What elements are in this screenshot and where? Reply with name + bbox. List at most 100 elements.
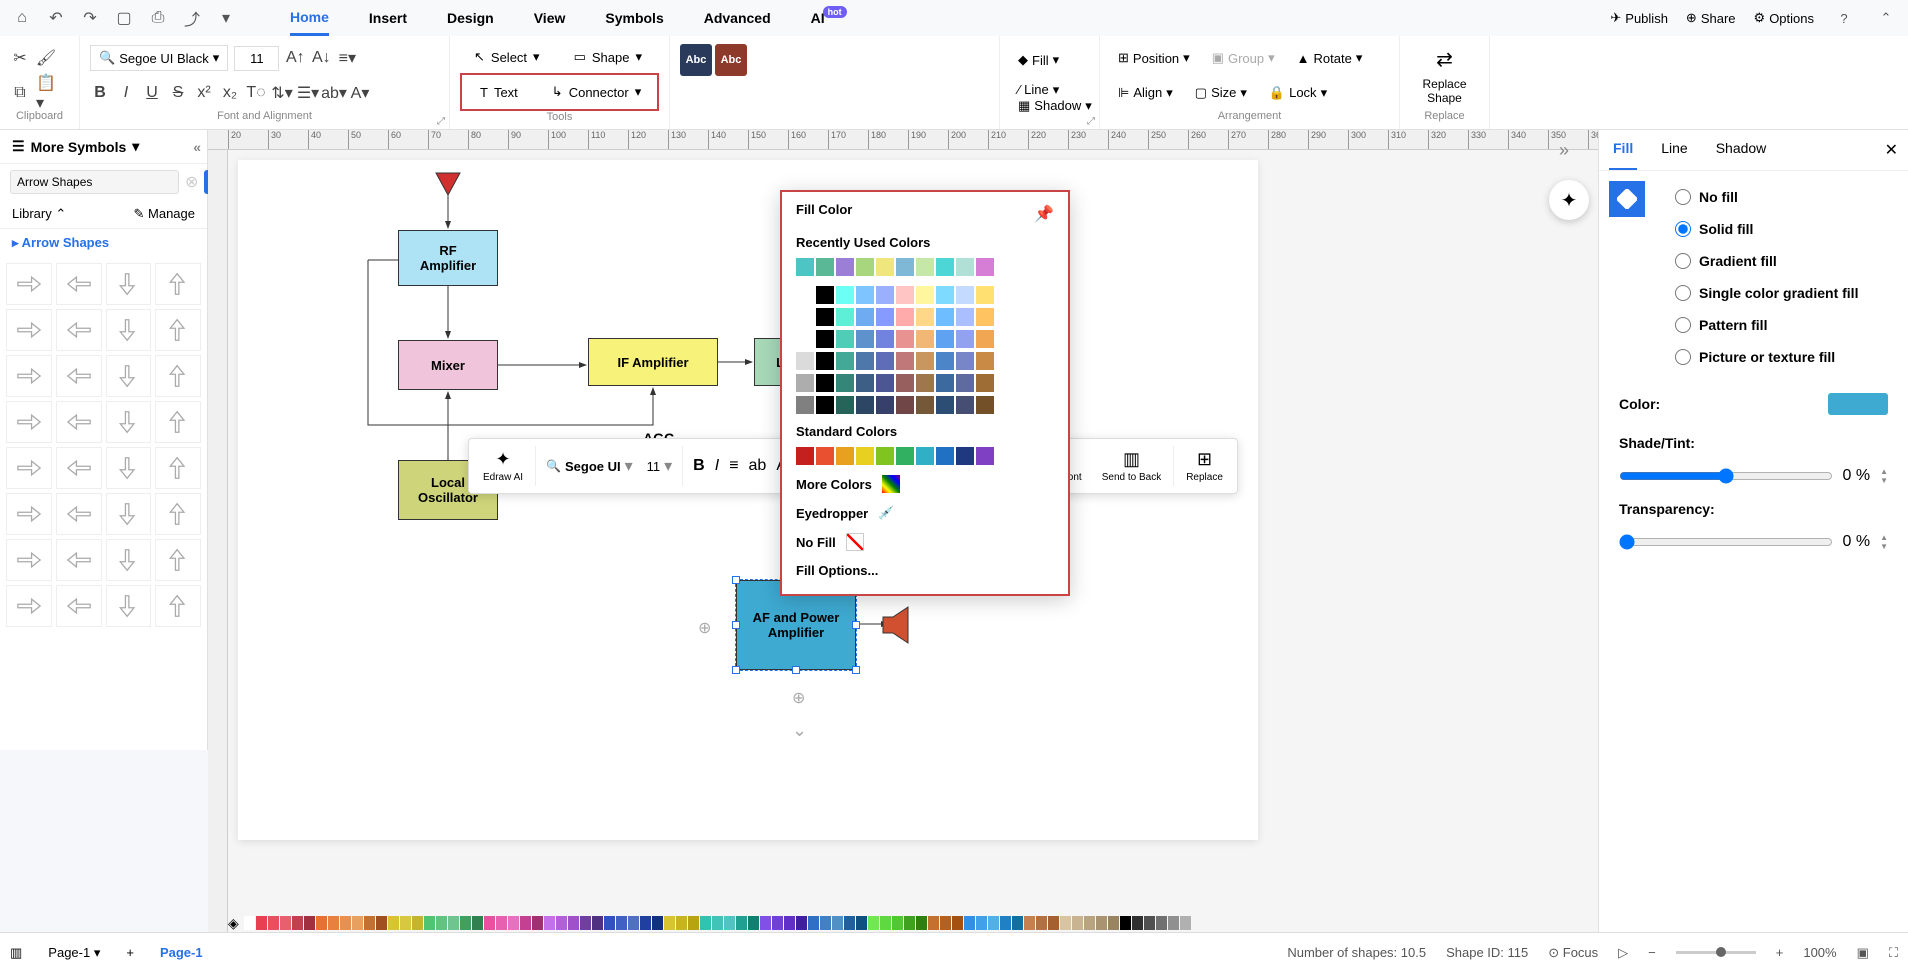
close-panel-icon[interactable]: ✕ <box>1885 130 1898 170</box>
arrow-shape-8[interactable] <box>6 355 52 397</box>
color-swatch[interactable] <box>936 447 954 465</box>
clear-search-icon[interactable]: ⊗ <box>185 172 198 192</box>
strip-color[interactable] <box>1024 916 1035 930</box>
float-bold-icon[interactable]: B <box>693 457 705 475</box>
increase-font-icon[interactable]: A↑ <box>285 48 305 68</box>
color-swatch[interactable] <box>976 374 994 392</box>
color-swatch[interactable] <box>856 308 874 326</box>
more-colors-button[interactable]: More Colors <box>796 469 1054 499</box>
help-icon[interactable]: ? <box>1832 6 1856 30</box>
tab-design[interactable]: Design <box>447 2 494 34</box>
float-send-back[interactable]: ▥Send to Back <box>1094 445 1169 487</box>
fill-option-picture-or-texture-fill[interactable]: Picture or texture fill <box>1675 341 1858 373</box>
style-preset-2[interactable]: Abc <box>715 44 747 76</box>
position-button[interactable]: ⊞ Position▾ <box>1110 46 1198 70</box>
strip-color[interactable] <box>364 916 375 930</box>
shape-rf-amplifier[interactable]: RF Amplifier <box>398 230 498 286</box>
strip-color[interactable] <box>676 916 687 930</box>
color-swatch[interactable] <box>976 447 994 465</box>
strip-color[interactable] <box>496 916 507 930</box>
color-swatch[interactable] <box>836 447 854 465</box>
color-swatch[interactable] <box>896 447 914 465</box>
strip-color[interactable] <box>796 916 807 930</box>
shape-mixer[interactable]: Mixer <box>398 340 498 390</box>
strip-color[interactable] <box>1012 916 1023 930</box>
strike-icon[interactable]: S <box>168 83 188 103</box>
strip-color[interactable] <box>604 916 615 930</box>
trans-up[interactable]: ▲ <box>1880 533 1888 542</box>
strip-color[interactable] <box>988 916 999 930</box>
strip-color[interactable] <box>544 916 555 930</box>
fill-option-single-color-gradient-fill[interactable]: Single color gradient fill <box>1675 277 1858 309</box>
color-swatch[interactable] <box>976 396 994 414</box>
arrow-shape-26[interactable] <box>106 539 152 581</box>
color-swatch[interactable] <box>836 330 854 348</box>
tab-view[interactable]: View <box>534 2 566 34</box>
strip-color[interactable] <box>508 916 519 930</box>
color-swatch[interactable] <box>876 330 894 348</box>
strip-color[interactable] <box>244 916 255 930</box>
color-swatch[interactable] <box>956 308 974 326</box>
canvas-page[interactable]: RF Amplifier Mixer IF Amplifier Limi Loc… <box>238 160 1258 840</box>
shade-slider[interactable] <box>1619 468 1833 484</box>
options-button[interactable]: ⚙ Options <box>1754 10 1814 26</box>
category-arrow-shapes[interactable]: ▸ Arrow Shapes <box>0 229 207 257</box>
color-swatch[interactable] <box>956 330 974 348</box>
page-tab-active[interactable]: Page-1 <box>148 941 215 964</box>
line-spacing-icon[interactable]: ⇅▾ <box>272 83 292 103</box>
strip-color[interactable] <box>640 916 651 930</box>
color-swatch[interactable] <box>876 374 894 392</box>
strip-color[interactable] <box>1132 916 1143 930</box>
bold-icon[interactable]: B <box>90 83 110 103</box>
strip-color[interactable] <box>484 916 495 930</box>
shade-down[interactable]: ▼ <box>1880 476 1888 485</box>
replace-shape-icon[interactable]: ⇄ <box>1436 47 1453 72</box>
color-swatch[interactable] <box>916 352 934 370</box>
strip-color[interactable] <box>1168 916 1179 930</box>
size-button[interactable]: ▢ Size▾ <box>1187 81 1255 105</box>
pin-icon[interactable]: 📌 <box>1034 204 1054 224</box>
lock-button[interactable]: 🔒 Lock▾ <box>1261 81 1335 105</box>
antenna-shape[interactable] <box>433 170 463 200</box>
strip-color[interactable] <box>892 916 903 930</box>
arrow-shape-25[interactable] <box>56 539 102 581</box>
float-replace[interactable]: ⊞Replace <box>1178 445 1231 487</box>
strip-color[interactable] <box>556 916 567 930</box>
strip-color[interactable] <box>748 916 759 930</box>
arrow-shape-28[interactable] <box>6 585 52 627</box>
connector-tool[interactable]: ↳ Connector ▾ <box>538 76 655 108</box>
arrow-shape-4[interactable] <box>6 309 52 351</box>
color-swatch[interactable] <box>916 396 934 414</box>
shape-if-amplifier[interactable]: IF Amplifier <box>588 338 718 386</box>
strip-color[interactable] <box>1096 916 1107 930</box>
shade-up[interactable]: ▲ <box>1880 467 1888 476</box>
trans-down[interactable]: ▼ <box>1880 542 1888 551</box>
strip-color[interactable] <box>628 916 639 930</box>
strip-color[interactable] <box>784 916 795 930</box>
float-italic-icon[interactable]: I <box>715 457 719 475</box>
strip-color[interactable] <box>400 916 411 930</box>
selection-handle[interactable] <box>732 666 740 674</box>
color-swatch[interactable] <box>936 258 954 276</box>
strip-color[interactable] <box>304 916 315 930</box>
color-swatch[interactable] <box>796 352 814 370</box>
strip-color[interactable] <box>340 916 351 930</box>
strip-color[interactable] <box>580 916 591 930</box>
strip-color[interactable] <box>316 916 327 930</box>
strip-color[interactable] <box>1156 916 1167 930</box>
strip-color[interactable] <box>328 916 339 930</box>
eyedropper-button[interactable]: Eyedropper 💉 <box>796 499 1054 527</box>
strip-color[interactable] <box>412 916 423 930</box>
arrow-shape-10[interactable] <box>106 355 152 397</box>
strip-color[interactable] <box>664 916 675 930</box>
color-swatch[interactable] <box>796 286 814 304</box>
color-swatch[interactable] <box>916 330 934 348</box>
color-swatch[interactable] <box>796 447 814 465</box>
transparency-slider[interactable] <box>1619 534 1833 550</box>
arrow-shape-14[interactable] <box>106 401 152 443</box>
pages-icon[interactable]: ▥ <box>10 945 22 961</box>
edraw-ai-button[interactable]: ✦Edraw AI <box>475 445 531 487</box>
color-swatch[interactable] <box>856 286 874 304</box>
strip-color[interactable] <box>1144 916 1155 930</box>
strip-color[interactable] <box>700 916 711 930</box>
